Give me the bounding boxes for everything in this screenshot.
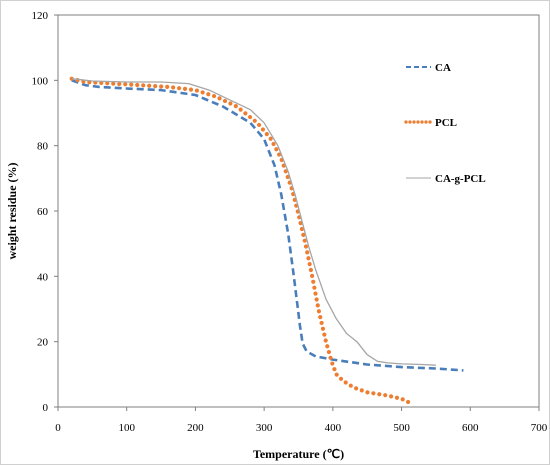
legend: CA PCL CA-g-PCL <box>404 62 486 185</box>
y-axis-title: weight residue (%) <box>5 162 19 259</box>
x-tick-label: 700 <box>531 422 548 434</box>
series-line-pcl <box>69 76 411 405</box>
series-group <box>69 76 464 405</box>
y-tick-label: 40 <box>37 271 49 283</box>
y-axis-ticks: 0 20 40 60 80 100 120 <box>32 10 58 414</box>
x-tick-label: 100 <box>118 422 135 434</box>
series-line-ca <box>71 79 464 372</box>
x-tick-label: 600 <box>462 422 479 434</box>
x-axis-ticks: 0 100 200 300 400 500 600 700 <box>55 407 548 434</box>
y-tick-label: 80 <box>37 141 49 153</box>
y-tick-label: 120 <box>32 10 49 22</box>
x-tick-label: 500 <box>393 422 410 434</box>
legend-label-ca: CA <box>435 62 451 74</box>
y-tick-label: 100 <box>32 75 49 87</box>
series-line-ca-g-pcl <box>71 78 436 366</box>
x-tick-label: 400 <box>325 422 342 434</box>
x-axis-title: Temperature (℃) <box>253 447 344 461</box>
y-tick-label: 0 <box>43 402 49 414</box>
x-tick-label: 0 <box>55 422 61 434</box>
legend-label-pcl: PCL <box>435 117 457 129</box>
x-tick-label: 300 <box>256 422 273 434</box>
legend-label-ca-g-pcl: CA-g-PCL <box>435 173 486 185</box>
y-tick-label: 60 <box>37 206 49 218</box>
x-tick-label: 200 <box>187 422 204 434</box>
y-tick-label: 20 <box>37 337 49 349</box>
